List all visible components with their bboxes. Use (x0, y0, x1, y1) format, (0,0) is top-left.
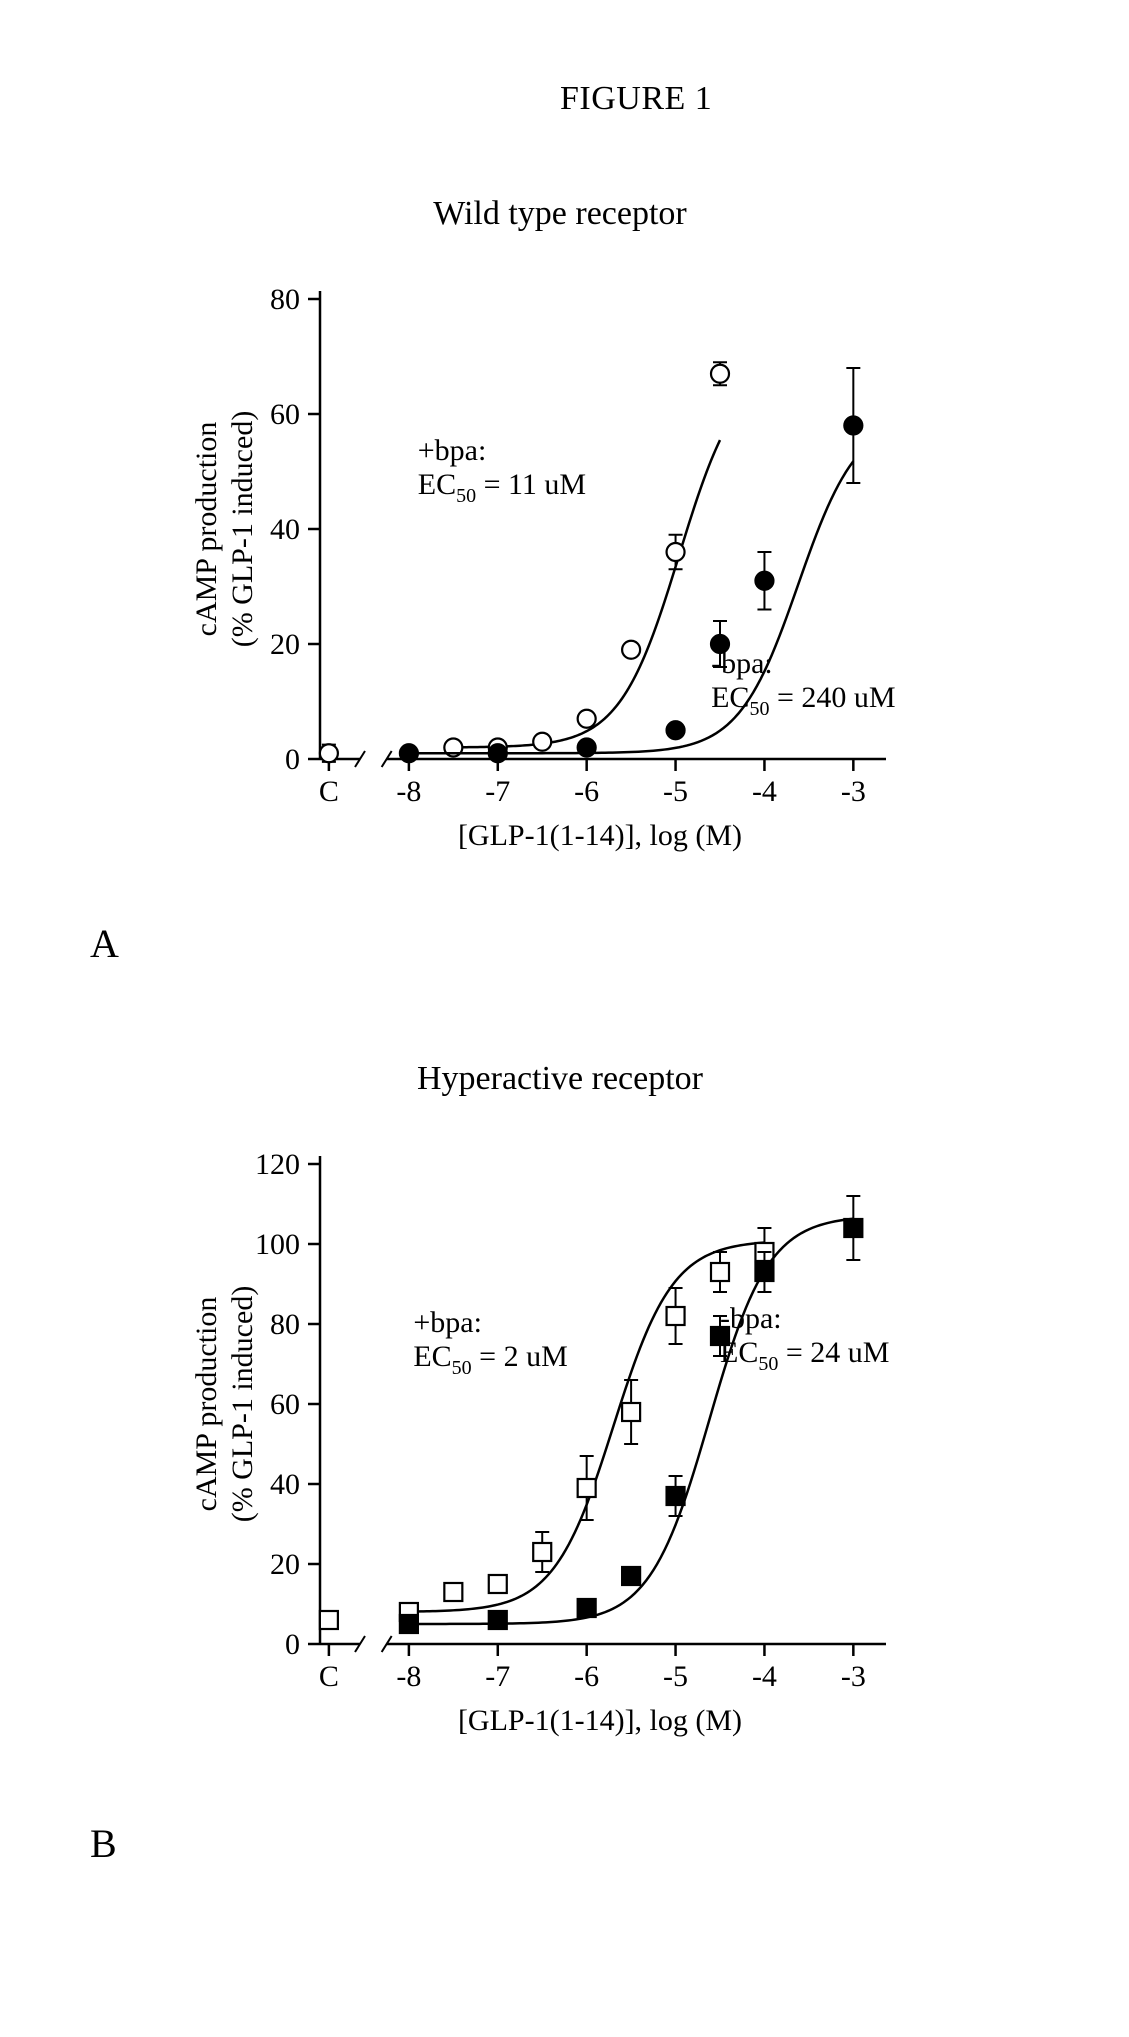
svg-text:40: 40 (270, 1468, 300, 1501)
svg-text:C: C (319, 1660, 339, 1693)
svg-text:-7: -7 (485, 775, 510, 808)
page: FIGURE 1 A B Wild type receptor 0 20 40 60 8… (0, 0, 1129, 2037)
svg-text:-6: -6 (574, 775, 599, 808)
annot-b-plusbpa: +bpa:EC50 = 2 uM (413, 1306, 567, 1379)
svg-text:-3: -3 (841, 775, 866, 808)
annot-b-minusbpa: -bpa:EC50 = 24 uM (720, 1302, 889, 1375)
chart-a: Wild type receptor 0 20 40 60 80 -8 -7 -6 -5 -4 -3… (190, 195, 930, 884)
svg-text:100: 100 (255, 1228, 300, 1261)
svg-text:-6: -6 (574, 1660, 599, 1693)
svg-text:-5: -5 (663, 775, 688, 808)
svg-text:[GLP-1(1-14)], log (M): [GLP-1(1-14)], log (M) (458, 1704, 742, 1737)
svg-text:-7: -7 (485, 1660, 510, 1693)
svg-text:60: 60 (270, 398, 300, 431)
svg-text:(% GLP-1 induced): (% GLP-1 induced) (226, 411, 259, 648)
svg-text:-8: -8 (396, 775, 421, 808)
chart-b-plot: 0 20 40 60 80 100 120 -8 -7 -6 -5 -4 -3 C [GLP-1(1-14)… (190, 1104, 930, 1774)
svg-text:(% GLP-1 induced): (% GLP-1 induced) (226, 1286, 259, 1523)
svg-text:-4: -4 (752, 1660, 777, 1693)
svg-text:0: 0 (285, 743, 300, 776)
svg-text:[GLP-1(1-14)], log (M): [GLP-1(1-14)], log (M) (458, 819, 742, 852)
svg-text:C: C (319, 775, 339, 808)
svg-text:-5: -5 (663, 1660, 688, 1693)
svg-text:120: 120 (255, 1148, 300, 1181)
svg-text:-8: -8 (396, 1660, 421, 1693)
chart-a-plot: 0 20 40 60 80 -8 -7 -6 -5 -4 -3 C [GLP-1(1-14)], log… (190, 239, 930, 879)
panel-label-a: A (90, 920, 119, 967)
annot-a-plusbpa: +bpa:EC50 = 11 uM (418, 434, 586, 507)
chart-b-title: Hyperactive receptor (190, 1060, 930, 1098)
svg-text:-3: -3 (841, 1660, 866, 1693)
svg-text:cAMP production: cAMP production (190, 1297, 223, 1512)
chart-b: Hyperactive receptor 0 20 40 60 80 100 120 -8 -7… (190, 1060, 930, 1779)
svg-text:60: 60 (270, 1388, 300, 1421)
svg-text:0: 0 (285, 1628, 300, 1661)
svg-text:20: 20 (270, 1548, 300, 1581)
chart-a-title: Wild type receptor (190, 195, 930, 233)
svg-text:20: 20 (270, 628, 300, 661)
figure-title: FIGURE 1 (560, 80, 712, 118)
annot-a-minusbpa: -bpa:EC50 = 240 uM (711, 647, 895, 720)
svg-text:-4: -4 (752, 775, 777, 808)
panel-label-b: B (90, 1820, 117, 1867)
svg-text:cAMP production: cAMP production (190, 422, 223, 637)
svg-text:80: 80 (270, 1308, 300, 1341)
svg-text:80: 80 (270, 283, 300, 316)
svg-text:40: 40 (270, 513, 300, 546)
